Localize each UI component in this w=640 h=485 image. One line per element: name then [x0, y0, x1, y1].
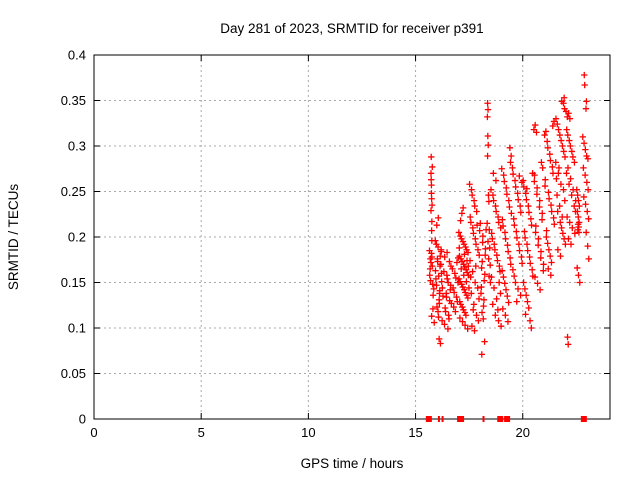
- x-tick-label: 15: [408, 425, 422, 440]
- y-tick-label: 0: [79, 412, 86, 427]
- y-tick-label: 0.15: [61, 275, 86, 290]
- y-tick-label: 0.05: [61, 366, 86, 381]
- chart-title: Day 281 of 2023, SRMTID for receiver p39…: [220, 21, 483, 36]
- x-axis-label: GPS time / hours: [301, 456, 404, 471]
- plot-border: [93, 54, 611, 420]
- x-tick-label: 20: [516, 425, 530, 440]
- y-tick-label: 0.35: [61, 93, 86, 108]
- axis-ticks: [93, 54, 610, 420]
- scatter-points: [426, 71, 592, 358]
- y-tick-label: 0.4: [68, 48, 86, 63]
- x-tick-label: 5: [198, 425, 205, 440]
- axis-tick-labels: 0 5 10 15 20 0 0.05 0.1 0.15 0.2 0.25 0.3 0.35 0.4: [61, 48, 530, 441]
- zero-axis-markers: [425, 416, 587, 422]
- y-tick-label: 0.1: [68, 321, 86, 336]
- y-tick-label: 0.25: [61, 184, 86, 199]
- grid-lines: [94, 55, 610, 419]
- x-tick-label: 10: [301, 425, 315, 440]
- y-tick-label: 0.3: [68, 139, 86, 154]
- x-tick-label: 0: [90, 425, 97, 440]
- y-tick-label: 0.2: [68, 230, 86, 245]
- y-axis-label: SRMTID / TECUs: [6, 184, 21, 291]
